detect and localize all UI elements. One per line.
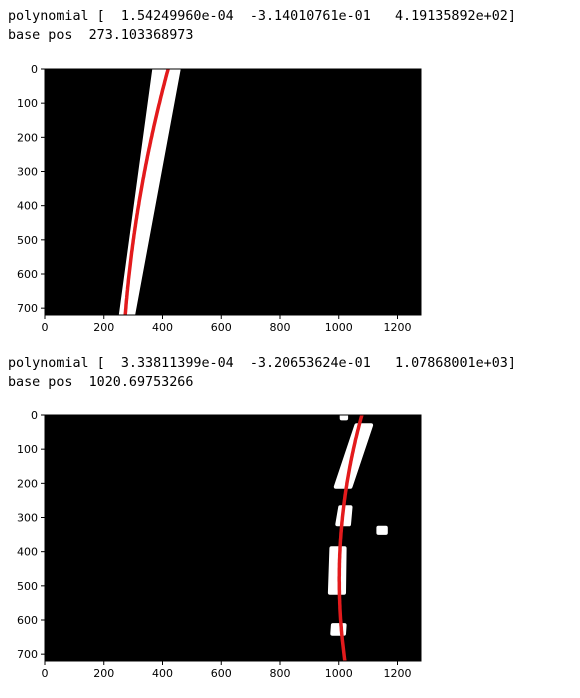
x-tick-label: 0 [42,321,49,334]
lane-fit-plot-2: 0 200 400 600 800 1000 1200 0 100 200 300 400 500 600… [17,409,422,680]
x-tick-label: 400 [152,667,173,680]
x-tick-label: 800 [270,321,291,334]
polynomial-output-1: polynomial [ 1.54249960e-04 -3.14010761e… [8,7,516,45]
y-tick-label: 100 [17,97,38,110]
y-tick-label: 500 [17,580,38,593]
x-tick-label: 800 [270,667,291,680]
polynomial-line: polynomial [ 3.33811399e-04 -3.20653624e… [8,356,516,371]
x-tick-label: 200 [93,667,114,680]
y-tick-label: 700 [17,648,38,661]
x-tick-label: 200 [93,321,114,334]
x-tick-label: 1200 [384,667,412,680]
axes-frame [44,414,422,662]
y-tick-label: 300 [17,512,38,525]
y-tick-label: 700 [17,302,38,315]
y-tick-label: 0 [31,409,38,422]
x-tick-label: 1200 [384,321,412,334]
lane-pixel-region [327,546,347,595]
polynomial-line: polynomial [ 1.54249960e-04 -3.14010761e… [8,9,516,24]
polynomial-fit-line [123,68,170,316]
lane-pixel-region [339,413,349,421]
y-tick-label: 600 [17,614,38,627]
base-pos-line: base pos 273.103368973 [8,28,194,43]
y-tick-label: 500 [17,234,38,247]
y-tick-label: 200 [17,131,38,144]
polynomial-output-2: polynomial [ 3.33811399e-04 -3.20653624e… [8,354,516,392]
polynomial-fit-line [337,414,364,662]
y-tick-label: 400 [17,200,38,213]
y-tick-label: 600 [17,268,38,281]
lane-fit-plot-1: 0 200 400 600 800 1000 1200 0 100 200 300 400 500 600… [17,63,422,334]
x-tick-label: 0 [42,667,49,680]
image-background [45,69,421,315]
x-tick-label: 600 [211,667,232,680]
base-pos-line: base pos 1020.69753266 [8,375,194,390]
x-tick-label: 1000 [325,667,353,680]
y-tick-label: 300 [17,166,38,179]
x-tick-label: 1000 [325,321,353,334]
y-tick-label: 100 [17,443,38,456]
y-tick-label: 0 [31,63,38,76]
x-tick-label: 400 [152,321,173,334]
x-tick-label: 600 [211,321,232,334]
y-tick-label: 200 [17,477,38,490]
y-tick-label: 400 [17,546,38,559]
axes-frame [44,68,422,316]
lane-pixel-region [376,525,388,535]
image-background [45,415,421,661]
